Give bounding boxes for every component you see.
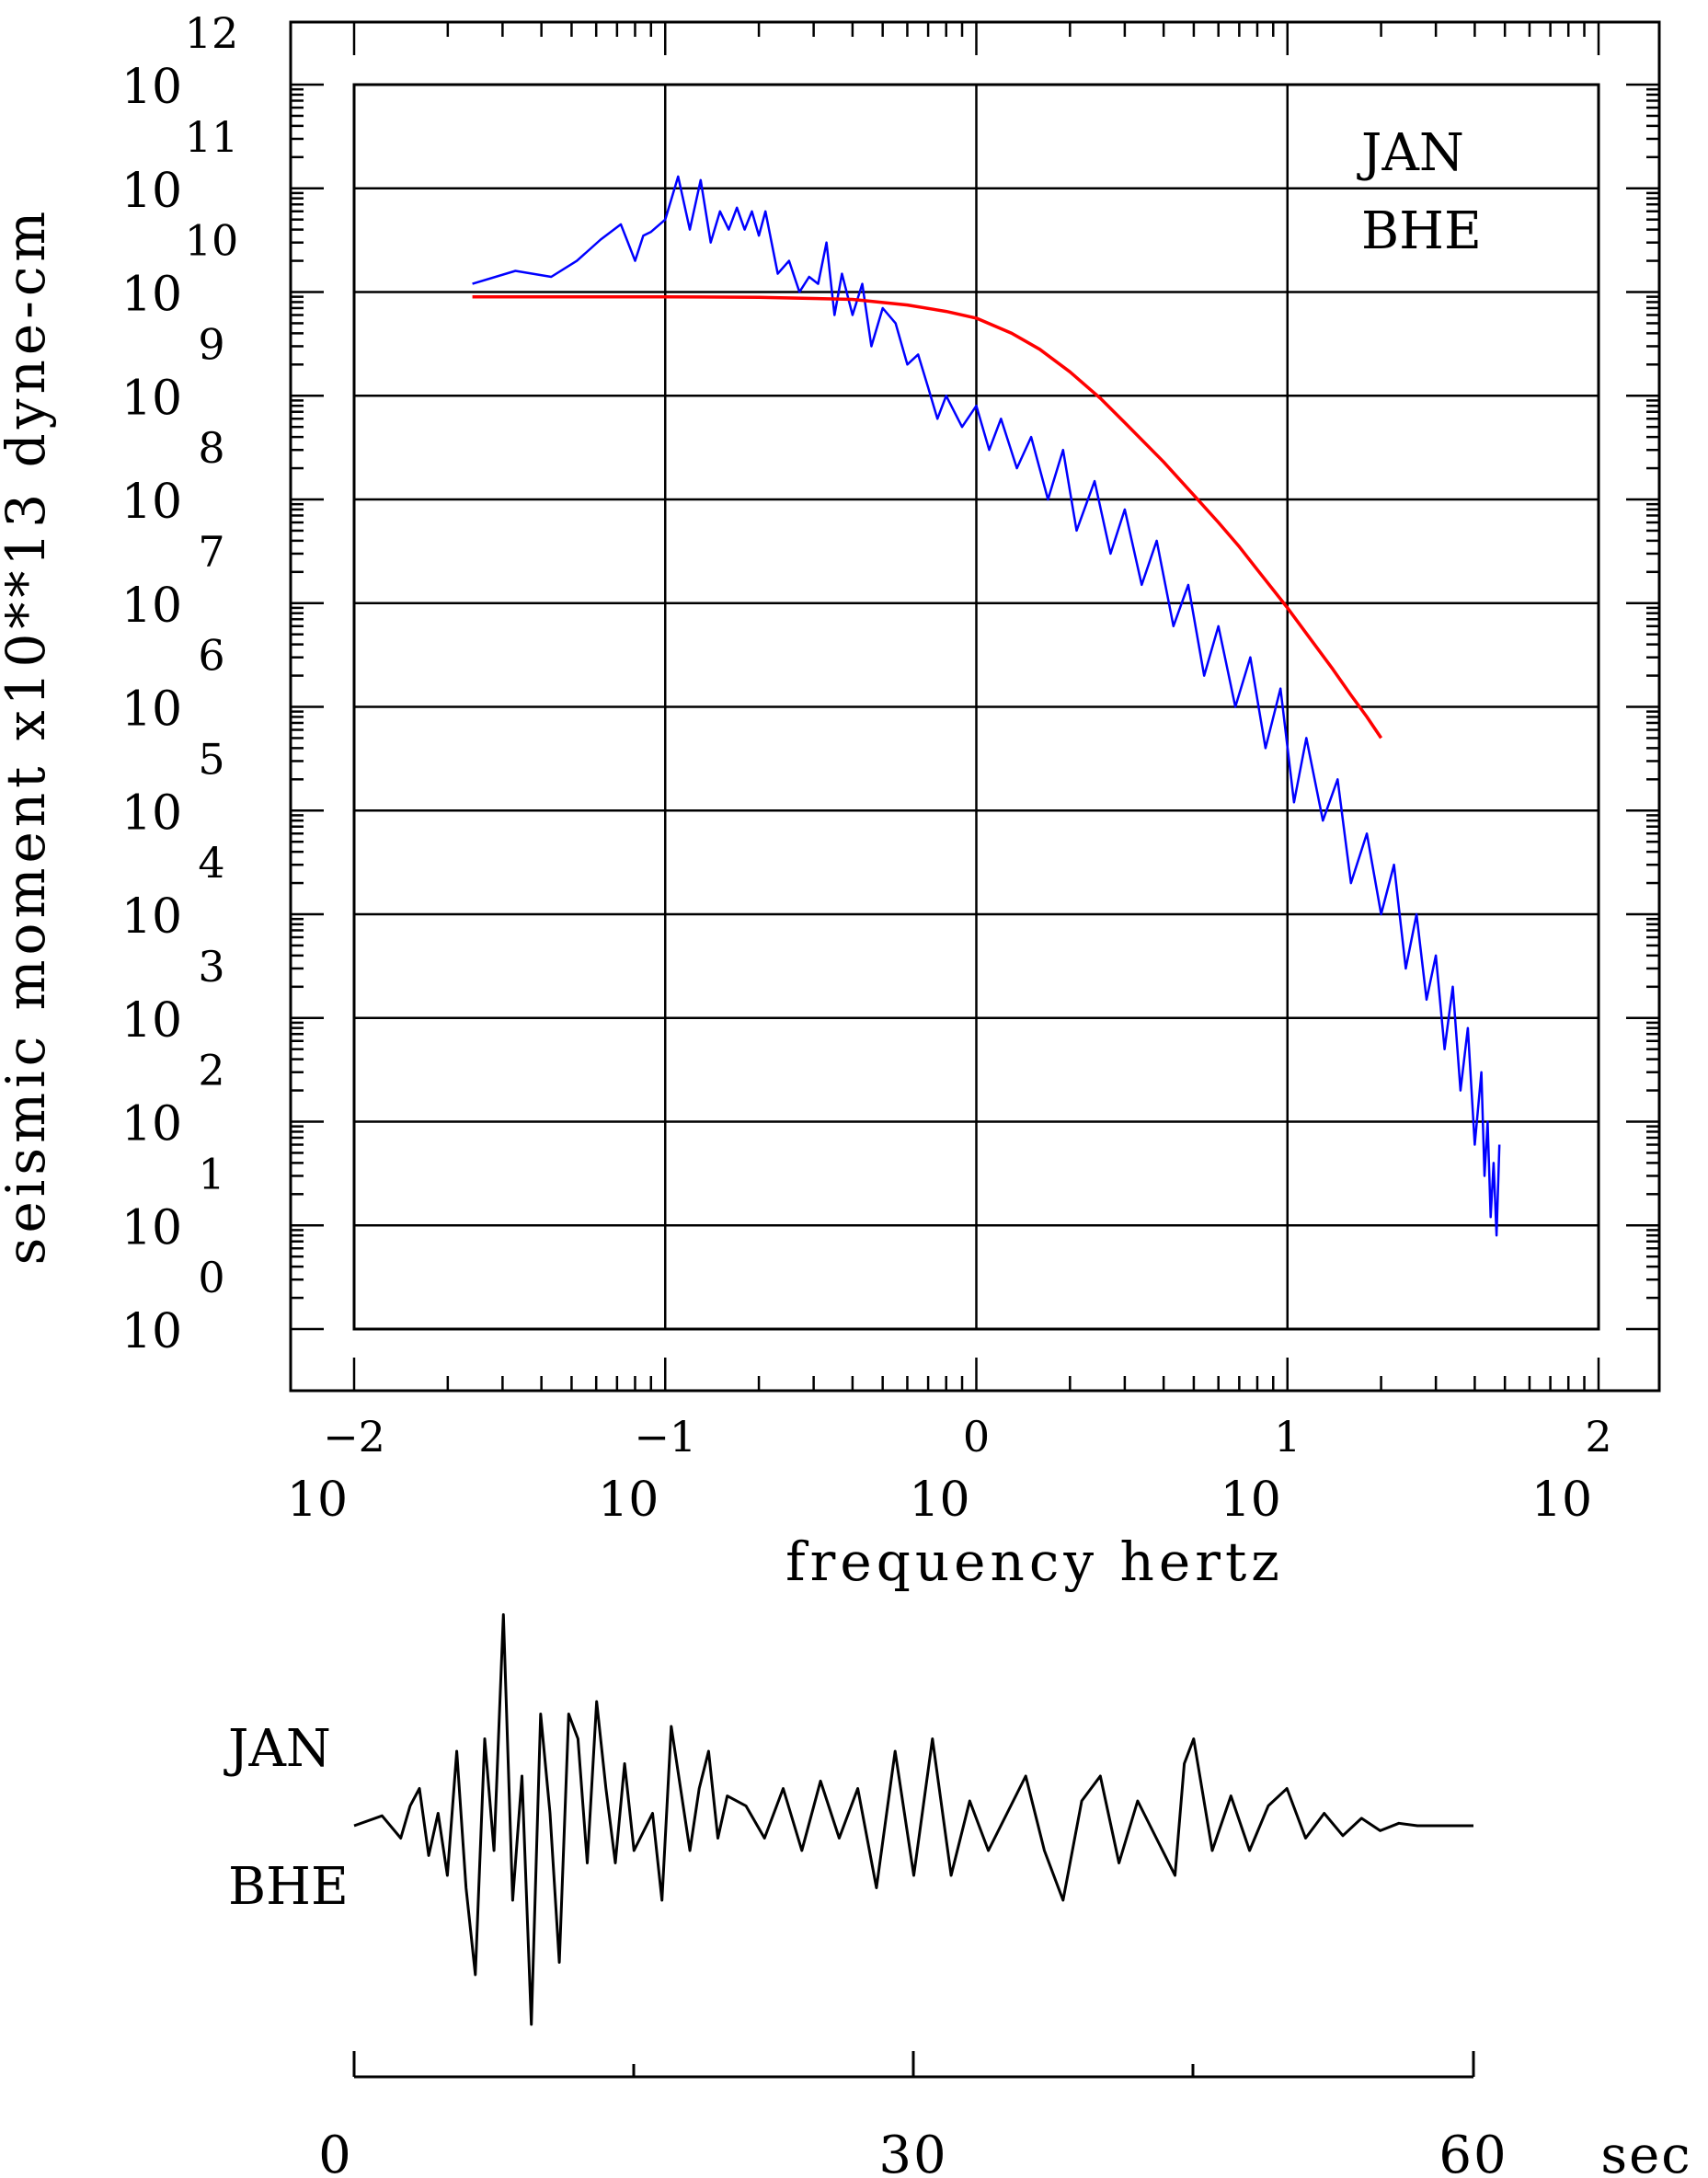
y-tick-base: 10 — [121, 1200, 182, 1255]
x-tick-exponent: 2 — [1585, 1412, 1611, 1462]
x-tick-base: 10 — [287, 1473, 348, 1528]
y-tick-base: 10 — [121, 785, 182, 841]
y-tick-base: 10 — [121, 268, 182, 323]
model-spectrum-line — [472, 294, 1383, 739]
y-tick-base: 10 — [121, 164, 182, 219]
time-tick-label-30: 30 — [878, 2126, 947, 2178]
y-tick-exponent: 6 — [198, 631, 224, 681]
y-tick-exponent: 12 — [185, 8, 239, 58]
y-tick-exponent: 10 — [185, 216, 239, 266]
waveform-trace — [353, 1613, 1473, 2026]
waveform-station-jan: JAN — [224, 1719, 331, 1779]
y-tick-base: 10 — [121, 1097, 182, 1152]
x-tick-exponent: −2 — [323, 1412, 385, 1462]
waveform-station-bhe: BHE — [228, 1857, 349, 1917]
x-tick-exponent: −1 — [634, 1412, 696, 1462]
y-tick-base: 10 — [121, 371, 182, 426]
observed-spectrum-line — [472, 175, 1501, 1237]
time-axis: 0 30 60 sec — [318, 2051, 1691, 2178]
y-tick-exponent: 1 — [198, 1149, 224, 1198]
x-tick-exponent: 1 — [1274, 1412, 1301, 1462]
y-tick-exponent: 7 — [198, 527, 224, 577]
spectrum-plot: 1001011021031041051061071081091010101110… — [0, 8, 1661, 1593]
y-tick-labels: 1001011021031041051061071081091010101110… — [121, 8, 238, 1359]
x-tick-base: 10 — [1531, 1473, 1592, 1528]
y-axis-title: seismic moment x10**13 dyne-cm — [0, 207, 57, 1266]
spectrum-series — [472, 175, 1501, 1237]
time-tick-label-0: 0 — [318, 2126, 353, 2178]
x-tick-exponent: 0 — [963, 1412, 990, 1462]
station-label-jan: JAN — [1357, 123, 1464, 183]
y-tick-base: 10 — [121, 579, 182, 634]
y-tick-exponent: 4 — [198, 838, 224, 888]
y-tick-base: 10 — [121, 1304, 182, 1359]
y-tick-exponent: 5 — [198, 734, 224, 784]
y-tick-base: 10 — [121, 475, 182, 530]
y-tick-exponent: 11 — [185, 112, 239, 162]
time-tick-label-60: 60 — [1439, 2126, 1507, 2178]
x-axis-title: frequency hertz — [785, 1530, 1284, 1593]
spectrum-ticks — [291, 22, 1659, 1391]
y-tick-exponent: 8 — [198, 423, 224, 473]
y-tick-exponent: 9 — [198, 319, 224, 369]
x-tick-base: 10 — [909, 1473, 969, 1528]
y-tick-exponent: 3 — [198, 942, 224, 992]
y-tick-base: 10 — [121, 682, 182, 738]
x-tick-base: 10 — [598, 1473, 659, 1528]
y-tick-exponent: 0 — [198, 1253, 224, 1302]
x-tick-labels: −2 10 −1 10 0 10 1 10 2 10 — [287, 1412, 1612, 1528]
waveform-series — [353, 1613, 1473, 2026]
spectrum-grid — [354, 85, 1599, 1329]
station-label-bhe: BHE — [1361, 201, 1482, 261]
waveform-plot: JAN BHE 0 30 60 sec — [224, 1613, 1691, 2178]
y-tick-base: 10 — [121, 993, 182, 1049]
y-tick-base: 10 — [121, 60, 182, 115]
x-tick-base: 10 — [1221, 1473, 1281, 1528]
time-axis-unit: sec — [1600, 2126, 1691, 2178]
y-tick-exponent: 2 — [198, 1046, 224, 1095]
y-tick-base: 10 — [121, 889, 182, 945]
